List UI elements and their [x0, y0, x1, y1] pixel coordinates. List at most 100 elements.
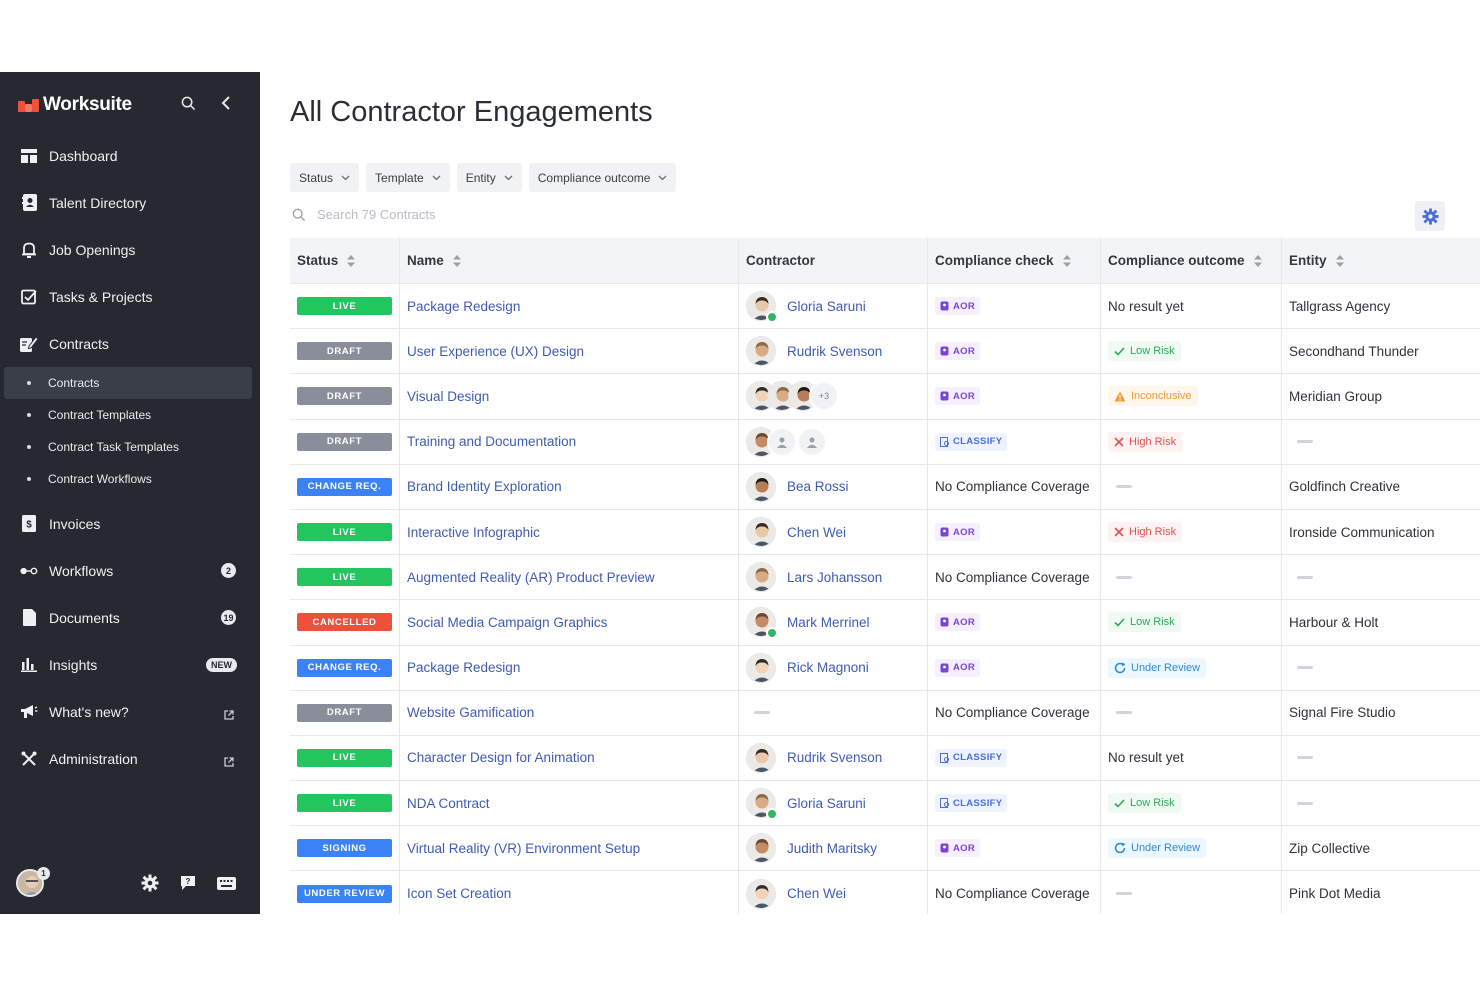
column-header-status[interactable]: Status [290, 238, 400, 283]
contract-name-link[interactable]: Package Redesign [407, 298, 521, 314]
sidebar-item-talent-directory[interactable]: Talent Directory [0, 179, 260, 226]
table-row[interactable]: DRAFT Website Gamification No Compliance C… [290, 690, 1480, 736]
contract-name-link[interactable]: Augmented Reality (AR) Product Preview [407, 569, 655, 585]
contractor-name-link[interactable]: Rudrik Svenson [787, 750, 883, 766]
outcome-text: No result yet [1108, 298, 1184, 314]
sidebar-item-documents[interactable]: Documents 19 [0, 594, 260, 641]
entity-cell [1282, 781, 1480, 825]
sort-icon [347, 254, 356, 267]
collapse-sidebar-icon[interactable] [215, 92, 237, 114]
contract-name-link[interactable]: Training and Documentation [407, 434, 577, 450]
compliance-check-cell: AOR [928, 374, 1101, 419]
column-header-entity[interactable]: Entity [1282, 238, 1480, 283]
contract-name-link[interactable]: Social Media Campaign Graphics [407, 614, 608, 630]
contractor-name-link[interactable]: Gloria Saruni [787, 298, 866, 314]
sidebar-subitem-contract-templates[interactable]: Contract Templates [0, 399, 260, 431]
table-row[interactable]: CHANGE REQ. Brand Identity Exploration Bea… [290, 464, 1480, 510]
contractor-name-link[interactable]: Mark Merrinel [787, 614, 870, 630]
sidebar-subitem-contract-workflows[interactable]: Contract Workflows [0, 463, 260, 495]
sidebar-item-dashboard[interactable]: Dashboard [0, 132, 260, 179]
contract-name-link[interactable]: Character Design for Animation [407, 750, 595, 766]
sidebar-item-job-openings[interactable]: Job Openings [0, 226, 260, 273]
sidebar-item-administration[interactable]: Administration [0, 735, 260, 782]
help-chat-icon[interactable]: ? [178, 874, 198, 892]
table-row[interactable]: SIGNING Virtual Reality (VR) Environment … [290, 826, 1480, 872]
contractor-name-link[interactable]: Gloria Saruni [787, 795, 866, 811]
sidebar-subitem-contracts[interactable]: Contracts [4, 367, 252, 399]
contract-name-link[interactable]: Brand Identity Exploration [407, 479, 562, 495]
classify-icon [940, 798, 949, 809]
header-label: Name [407, 253, 444, 268]
status-badge: SIGNING [297, 839, 392, 858]
column-header-compliance-check[interactable]: Compliance check [928, 238, 1101, 283]
sidebar-item-insights[interactable]: Insights NEW [0, 641, 260, 688]
contractor-name-link[interactable]: Chen Wei [787, 524, 847, 540]
table-settings-button[interactable] [1415, 201, 1445, 231]
new-badge: NEW [206, 657, 237, 672]
table-row[interactable]: CHANGE REQ. Package Redesign Rick Magnoni A… [290, 645, 1480, 691]
tag-label: CLASSIFY [953, 797, 1003, 809]
contract-name-link[interactable]: Icon Set Creation [407, 886, 512, 902]
contractor-name-link[interactable]: Lars Johansson [787, 569, 883, 585]
contractor-name-link[interactable]: Judith Maritsky [787, 840, 878, 856]
column-header-contractor: Contractor [739, 238, 928, 283]
sidebar-item-contracts[interactable]: Contracts [0, 320, 260, 367]
chevron-down-icon [341, 175, 350, 180]
table-row[interactable]: CANCELLED Social Media Campaign Graphics M… [290, 600, 1480, 646]
contractor-name-link[interactable]: Chen Wei [787, 886, 847, 902]
search-icon[interactable] [177, 92, 199, 114]
sidebar: Worksuite Dashboard Talent Directory Job… [0, 72, 260, 914]
keyboard-icon[interactable] [216, 874, 236, 892]
compliance-outcome-filter[interactable]: Compliance outcome [528, 163, 677, 192]
entity-cell: Meridian Group [1282, 374, 1480, 418]
contractor-name-link[interactable]: Bea Rossi [787, 479, 849, 495]
compliance-check-text: No Compliance Coverage [935, 569, 1090, 585]
search-bar[interactable]: Search 79 Contracts [292, 207, 436, 222]
entity-filter[interactable]: Entity [456, 163, 522, 192]
contractor-avatar-group[interactable]: +3 [746, 381, 839, 412]
contractor-name-link[interactable]: Rick Magnoni [787, 660, 869, 676]
sidebar-item-tasks-projects[interactable]: Tasks & Projects [0, 273, 260, 320]
user-avatar[interactable] [16, 869, 44, 897]
classify-tag: CLASSIFY [935, 748, 1008, 767]
column-header-name[interactable]: Name [400, 238, 739, 283]
table-row[interactable]: DRAFT Visual Design +3 AOR Inconclusive Merid… [290, 374, 1480, 420]
template-filter[interactable]: Template [366, 163, 450, 192]
table-row[interactable]: LIVE Augmented Reality (AR) Product Previ… [290, 555, 1480, 601]
brand-logo[interactable]: Worksuite [18, 92, 132, 118]
table-row[interactable]: DRAFT User Experience (UX) Design Rudrik S… [290, 329, 1480, 375]
search-input[interactable]: Search 79 Contracts [317, 207, 436, 222]
sidebar-item-invoices[interactable]: $ Invoices [0, 500, 260, 547]
table-row[interactable]: LIVE Package Redesign Gloria Saruni AOR No r… [290, 284, 1480, 330]
contractor-name-link[interactable]: Rudrik Svenson [787, 343, 883, 359]
empty-value-dash [754, 711, 770, 715]
table-row[interactable]: LIVE NDA Contract Gloria Saruni CLASSIFY Low… [290, 781, 1480, 827]
settings-gear-icon[interactable] [140, 874, 160, 892]
contract-name-link[interactable]: Virtual Reality (VR) Environment Setup [407, 840, 641, 856]
table-row[interactable]: LIVE Interactive Infographic Chen Wei AOR Hi… [290, 509, 1480, 556]
status-filter[interactable]: Status [290, 163, 360, 192]
status-cell: LIVE [290, 509, 400, 555]
table-row[interactable]: UNDER REVIEW Icon Set Creation Chen Wei No … [290, 871, 1480, 914]
contract-name-link[interactable]: Website Gamification [407, 705, 535, 721]
contract-name-link[interactable]: NDA Contract [407, 795, 490, 811]
contractor-cell: Rudrik Svenson [739, 735, 928, 781]
contract-name-link[interactable]: Interactive Infographic [407, 524, 540, 540]
tag-label: CLASSIFY [953, 752, 1003, 764]
entity-cell: Secondhand Thunder [1282, 329, 1480, 373]
empty-value-dash [1116, 892, 1132, 896]
contract-name-link[interactable]: Visual Design [407, 388, 490, 404]
contractor-avatar-group[interactable] [746, 426, 827, 457]
table-row[interactable]: LIVE Character Design for Animation Rudrik… [290, 735, 1480, 782]
sidebar-subitem-contract-task-templates[interactable]: Contract Task Templates [0, 431, 260, 463]
status-cell: LIVE [290, 781, 400, 826]
sidebar-item-workflows[interactable]: Workflows 2 [0, 547, 260, 594]
column-header-compliance-outcome[interactable]: Compliance outcome [1101, 238, 1282, 283]
contract-name-link[interactable]: Package Redesign [407, 660, 521, 676]
contractor-cell: Mark Merrinel [739, 600, 928, 645]
sidebar-item-whats-new[interactable]: What's new? [0, 688, 260, 735]
contract-name-link[interactable]: User Experience (UX) Design [407, 343, 585, 359]
table-row[interactable]: DRAFT Training and Documentation CLASSIFY H… [290, 419, 1480, 465]
aor-tag: AOR [935, 839, 981, 858]
megaphone-icon [20, 703, 38, 721]
